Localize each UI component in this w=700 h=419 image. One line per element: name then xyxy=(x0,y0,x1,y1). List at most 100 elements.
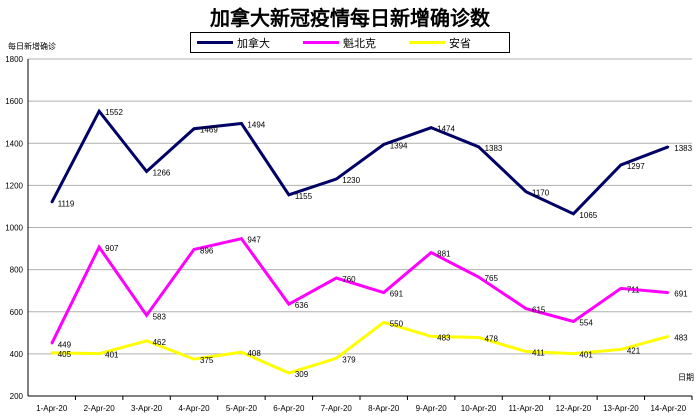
data-label: 583 xyxy=(153,312,167,321)
data-point xyxy=(335,277,338,280)
data-label: 896 xyxy=(200,246,214,255)
data-point xyxy=(98,110,101,113)
data-point xyxy=(477,145,480,148)
data-point xyxy=(572,212,575,215)
y-tick-label: 400 xyxy=(10,350,24,359)
data-label: 411 xyxy=(532,349,545,358)
data-point xyxy=(525,307,527,310)
data-label: 1119 xyxy=(58,199,75,208)
data-point xyxy=(619,287,622,290)
data-point xyxy=(98,246,101,249)
data-point xyxy=(430,126,433,129)
data-label: 405 xyxy=(58,350,72,359)
data-point xyxy=(477,275,480,278)
data-label: 1469 xyxy=(200,126,218,135)
chart-title: 加拿大新冠疫情每日新增确诊数 xyxy=(210,6,490,30)
data-label: 691 xyxy=(674,290,688,299)
x-tick-label: 13-Apr-20 xyxy=(603,404,639,413)
data-label: 421 xyxy=(627,346,641,355)
y-tick-label: 1000 xyxy=(5,224,23,233)
data-point xyxy=(50,201,53,204)
data-point xyxy=(382,143,385,146)
data-label: 1552 xyxy=(105,108,123,117)
data-label: 615 xyxy=(532,306,546,315)
legend-swatch xyxy=(409,41,445,44)
data-label: 760 xyxy=(342,275,356,284)
data-point xyxy=(525,190,527,193)
data-label: 711 xyxy=(627,285,640,294)
x-tick-label: 14-Apr-20 xyxy=(650,404,686,413)
data-label: 1474 xyxy=(437,125,455,134)
x-tick-label: 9-Apr-20 xyxy=(416,404,448,413)
x-tick-label: 12-Apr-20 xyxy=(556,404,592,413)
data-label: 1065 xyxy=(579,211,597,220)
x-tick-label: 2-Apr-20 xyxy=(84,404,116,413)
data-label: 401 xyxy=(105,351,119,360)
x-tick-label: 5-Apr-20 xyxy=(226,404,258,413)
legend-item-canada: 加拿大 xyxy=(191,35,297,51)
data-point xyxy=(382,321,385,324)
data-label: 636 xyxy=(295,301,309,310)
data-label: 478 xyxy=(485,334,499,343)
data-label: 449 xyxy=(58,341,72,350)
data-point xyxy=(50,351,53,354)
data-point xyxy=(240,122,243,125)
legend-item-quebec: 魁北克 xyxy=(297,35,403,51)
data-point xyxy=(430,251,433,254)
data-label: 1383 xyxy=(485,144,503,153)
y-tick-label: 600 xyxy=(10,308,24,317)
data-label: 1394 xyxy=(390,142,408,151)
y-axis-label: 每日新增确诊 xyxy=(8,42,56,51)
data-point xyxy=(193,248,195,251)
data-point xyxy=(572,320,575,323)
data-point xyxy=(50,342,53,345)
data-point xyxy=(287,303,290,306)
y-tick-label: 1800 xyxy=(5,55,23,64)
data-label: 462 xyxy=(153,338,167,347)
data-point xyxy=(477,336,480,339)
data-label: 1383 xyxy=(674,144,692,153)
data-label: 375 xyxy=(200,356,214,365)
data-point xyxy=(382,291,385,294)
data-label: 483 xyxy=(437,333,451,342)
data-point xyxy=(240,351,243,354)
data-label: 408 xyxy=(247,349,261,358)
data-label: 379 xyxy=(342,355,356,364)
data-label: 691 xyxy=(390,290,404,299)
legend-swatch xyxy=(303,41,339,44)
data-point xyxy=(193,358,195,361)
x-tick-label: 10-Apr-20 xyxy=(461,404,497,413)
legend-label: 魁北克 xyxy=(343,36,376,50)
data-label: 907 xyxy=(105,244,119,253)
data-point xyxy=(667,145,670,148)
legend: 加拿大 魁北克 安省 xyxy=(190,32,510,53)
y-tick-label: 1200 xyxy=(5,181,23,190)
data-point xyxy=(335,357,338,360)
x-tick-label: 8-Apr-20 xyxy=(368,404,400,413)
data-point xyxy=(287,372,290,375)
data-label: 550 xyxy=(390,319,404,328)
data-label: 765 xyxy=(485,274,499,283)
y-tick-label: 1400 xyxy=(5,139,23,148)
data-point xyxy=(240,237,243,240)
data-label: 1155 xyxy=(295,192,313,201)
legend-item-ontario: 安省 xyxy=(403,35,509,51)
data-point xyxy=(145,314,148,317)
data-point xyxy=(619,348,622,351)
data-label: 1170 xyxy=(532,189,550,198)
data-label: 309 xyxy=(295,370,309,379)
data-point xyxy=(193,127,195,130)
data-label: 947 xyxy=(247,236,261,245)
legend-swatch xyxy=(197,41,233,44)
data-point xyxy=(430,335,433,338)
data-point xyxy=(619,163,622,166)
data-point xyxy=(525,350,527,353)
data-label: 483 xyxy=(674,333,688,342)
data-point xyxy=(335,178,338,181)
data-point xyxy=(145,170,148,173)
x-tick-label: 7-Apr-20 xyxy=(321,404,353,413)
data-label: 1266 xyxy=(153,168,171,177)
y-tick-label: 1600 xyxy=(5,97,23,106)
